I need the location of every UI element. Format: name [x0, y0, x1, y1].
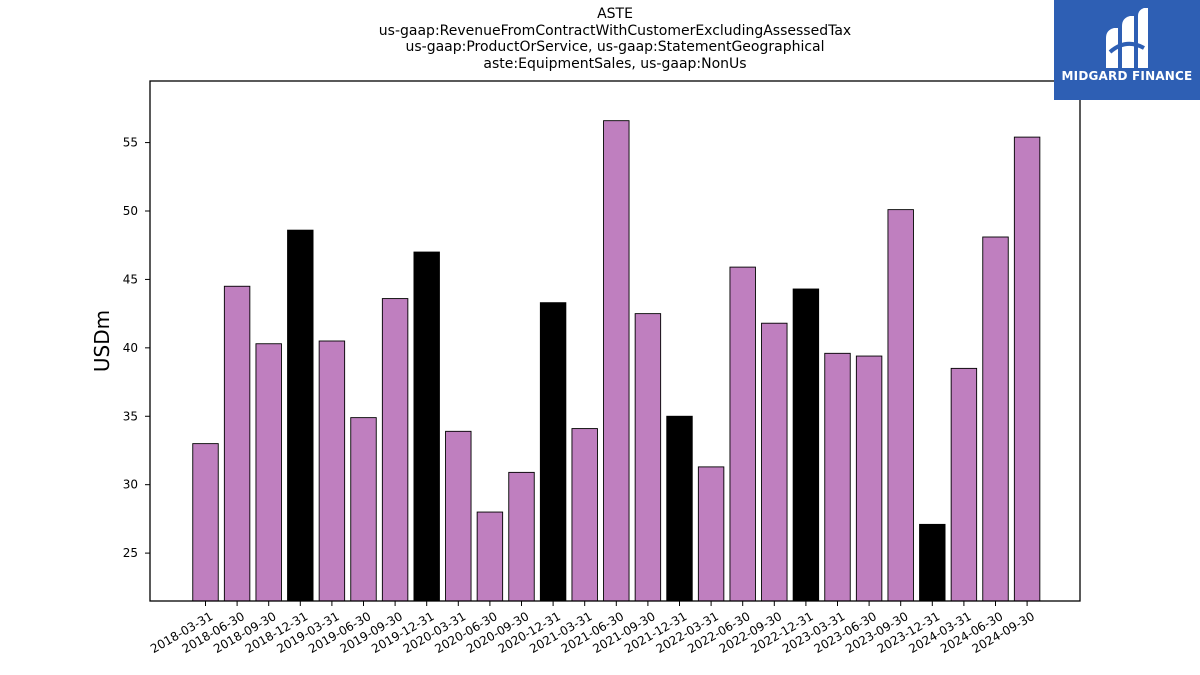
bar-2018-12-31 [287, 229, 314, 602]
logo-mark-icon [1106, 8, 1148, 68]
logo-text: MIDGARD FINANCE [1061, 69, 1193, 83]
bar-2019-12-31 [413, 251, 440, 602]
bar-2023-09-30 [887, 209, 914, 602]
bars-group [192, 120, 1041, 602]
bar-2023-06-30 [855, 355, 883, 602]
bar-2023-03-31 [824, 352, 851, 602]
y-tick-label: 35 [123, 409, 138, 423]
bar-2018-09-30 [255, 343, 282, 602]
bar-2020-03-31 [445, 430, 472, 602]
title-line-4: aste:EquipmentSales, us-gaap:NonUs [483, 55, 747, 72]
chart-title: ASTE us-gaap:RevenueFromContractWithCust… [150, 6, 1080, 72]
title-line-1: ASTE [597, 6, 633, 22]
bar-2022-06-30 [729, 266, 756, 602]
bar-2024-09-30 [1013, 136, 1041, 602]
bar-2023-12-31 [919, 523, 946, 602]
bar-2019-03-31 [318, 340, 346, 602]
y-tick-label: 30 [123, 478, 138, 492]
bar-2020-06-30 [476, 511, 504, 602]
y-tick-label: 45 [123, 272, 138, 286]
bar-2022-09-30 [761, 322, 788, 602]
title-line-3: us-gaap:ProductOrService, us-gaap:Statem… [405, 39, 825, 55]
y-tick-label: 55 [123, 136, 138, 150]
bar-2021-06-30 [603, 120, 630, 602]
midgard-finance-logo: MIDGARD FINANCE [1054, 0, 1200, 100]
bar-2021-12-31 [666, 415, 693, 602]
plot-frame [149, 80, 1081, 602]
title-line-2: us-gaap:RevenueFromContractWithCustomerE… [378, 22, 852, 39]
bar-2019-09-30 [381, 298, 409, 602]
bar-2018-03-31 [192, 443, 219, 602]
bar-2022-12-31 [792, 288, 820, 602]
bar-2021-09-30 [634, 313, 662, 602]
bar-2022-03-31 [697, 466, 725, 602]
y-axis-label: USDm [90, 310, 114, 372]
bar-2021-03-31 [571, 428, 598, 602]
bar-2024-03-31 [950, 367, 978, 602]
y-axis: 25 30 35 40 45 50 55 [123, 136, 150, 560]
bar-2019-06-30 [350, 417, 377, 602]
y-tick-label: 40 [123, 341, 138, 355]
bar-2020-12-31 [539, 302, 567, 602]
y-tick-label: 25 [123, 546, 138, 560]
bar-2024-06-30 [982, 236, 1009, 602]
x-axis: 2018-03-312018-06-302018-09-302018-12-31… [148, 601, 1037, 656]
bar-2020-09-30 [508, 471, 535, 602]
bar-2018-06-30 [223, 285, 251, 602]
y-tick-label: 50 [123, 204, 138, 218]
